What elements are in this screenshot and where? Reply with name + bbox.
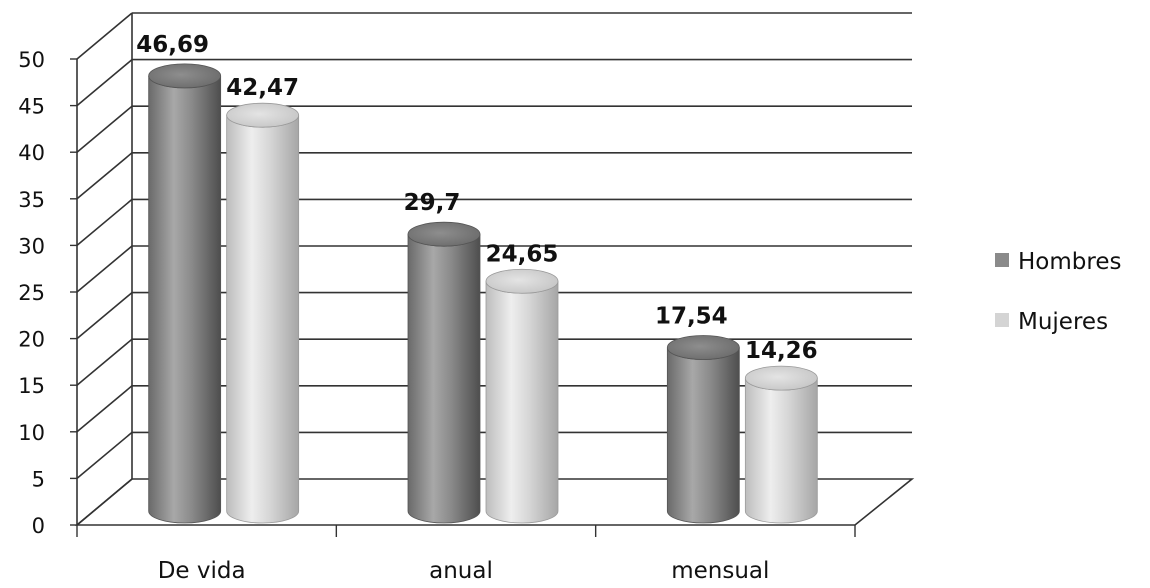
bar-body bbox=[226, 115, 300, 524]
x-tick-label: anual bbox=[429, 558, 493, 584]
y-tick-label: 15 bbox=[18, 374, 45, 398]
data-label: 24,65 bbox=[486, 241, 559, 267]
side-wall-line bbox=[76, 338, 133, 386]
data-label: 17,54 bbox=[655, 304, 728, 330]
bar-mujeres-0 bbox=[226, 102, 300, 524]
bar-top bbox=[744, 365, 818, 391]
bar-body bbox=[407, 234, 481, 524]
bar-top bbox=[148, 63, 222, 89]
bar-hombres-1 bbox=[407, 221, 481, 524]
side-wall-line bbox=[76, 291, 133, 340]
y-tick-label: 35 bbox=[18, 188, 45, 212]
bar-body bbox=[666, 347, 740, 524]
bar-body bbox=[485, 281, 559, 524]
x-tick-label: mensual bbox=[671, 558, 769, 584]
y-tick-label: 10 bbox=[18, 421, 45, 445]
y-tick-label: 25 bbox=[18, 281, 45, 305]
side-wall-line bbox=[76, 385, 133, 433]
side-wall-line bbox=[76, 152, 133, 200]
legend-swatch bbox=[995, 253, 1009, 267]
legend-item-mujeres: Mujeres bbox=[995, 309, 1108, 335]
data-label: 46,69 bbox=[136, 32, 209, 58]
legend-swatch bbox=[995, 313, 1009, 327]
legend-item-hombres: Hombres bbox=[995, 249, 1121, 275]
bar-top bbox=[666, 335, 740, 360]
data-label: 29,7 bbox=[404, 190, 461, 216]
y-tick-label: 5 bbox=[32, 467, 45, 491]
legend-label: Hombres bbox=[1018, 249, 1121, 275]
legend-label: Mujeres bbox=[1018, 309, 1108, 335]
y-tick-label: 20 bbox=[18, 328, 45, 352]
bar-hombres-0 bbox=[148, 63, 222, 524]
y-tick-label: 30 bbox=[18, 234, 45, 258]
y-tick-label: 40 bbox=[18, 141, 45, 165]
side-wall-line bbox=[76, 105, 133, 153]
side-wall-line bbox=[76, 245, 133, 293]
y-tick-label: 50 bbox=[18, 48, 45, 72]
bar-top bbox=[407, 221, 481, 247]
data-label: 14,26 bbox=[745, 338, 818, 364]
side-wall-line bbox=[76, 12, 133, 60]
bar-body bbox=[148, 75, 222, 524]
data-label: 42,47 bbox=[226, 75, 299, 101]
side-wall-line bbox=[76, 431, 133, 480]
y-tick-label: 45 bbox=[18, 95, 45, 119]
bar-top bbox=[485, 268, 559, 294]
bar-body bbox=[744, 378, 818, 524]
bar-hombres-2 bbox=[666, 335, 740, 524]
x-tick-label: De vida bbox=[158, 558, 246, 584]
bar-mujeres-1 bbox=[485, 268, 559, 524]
y-tick-label: 0 bbox=[32, 514, 45, 538]
side-wall-line bbox=[76, 198, 133, 247]
bar-mujeres-2 bbox=[744, 365, 818, 524]
side-wall-line bbox=[76, 58, 133, 107]
bar-top bbox=[226, 102, 300, 128]
